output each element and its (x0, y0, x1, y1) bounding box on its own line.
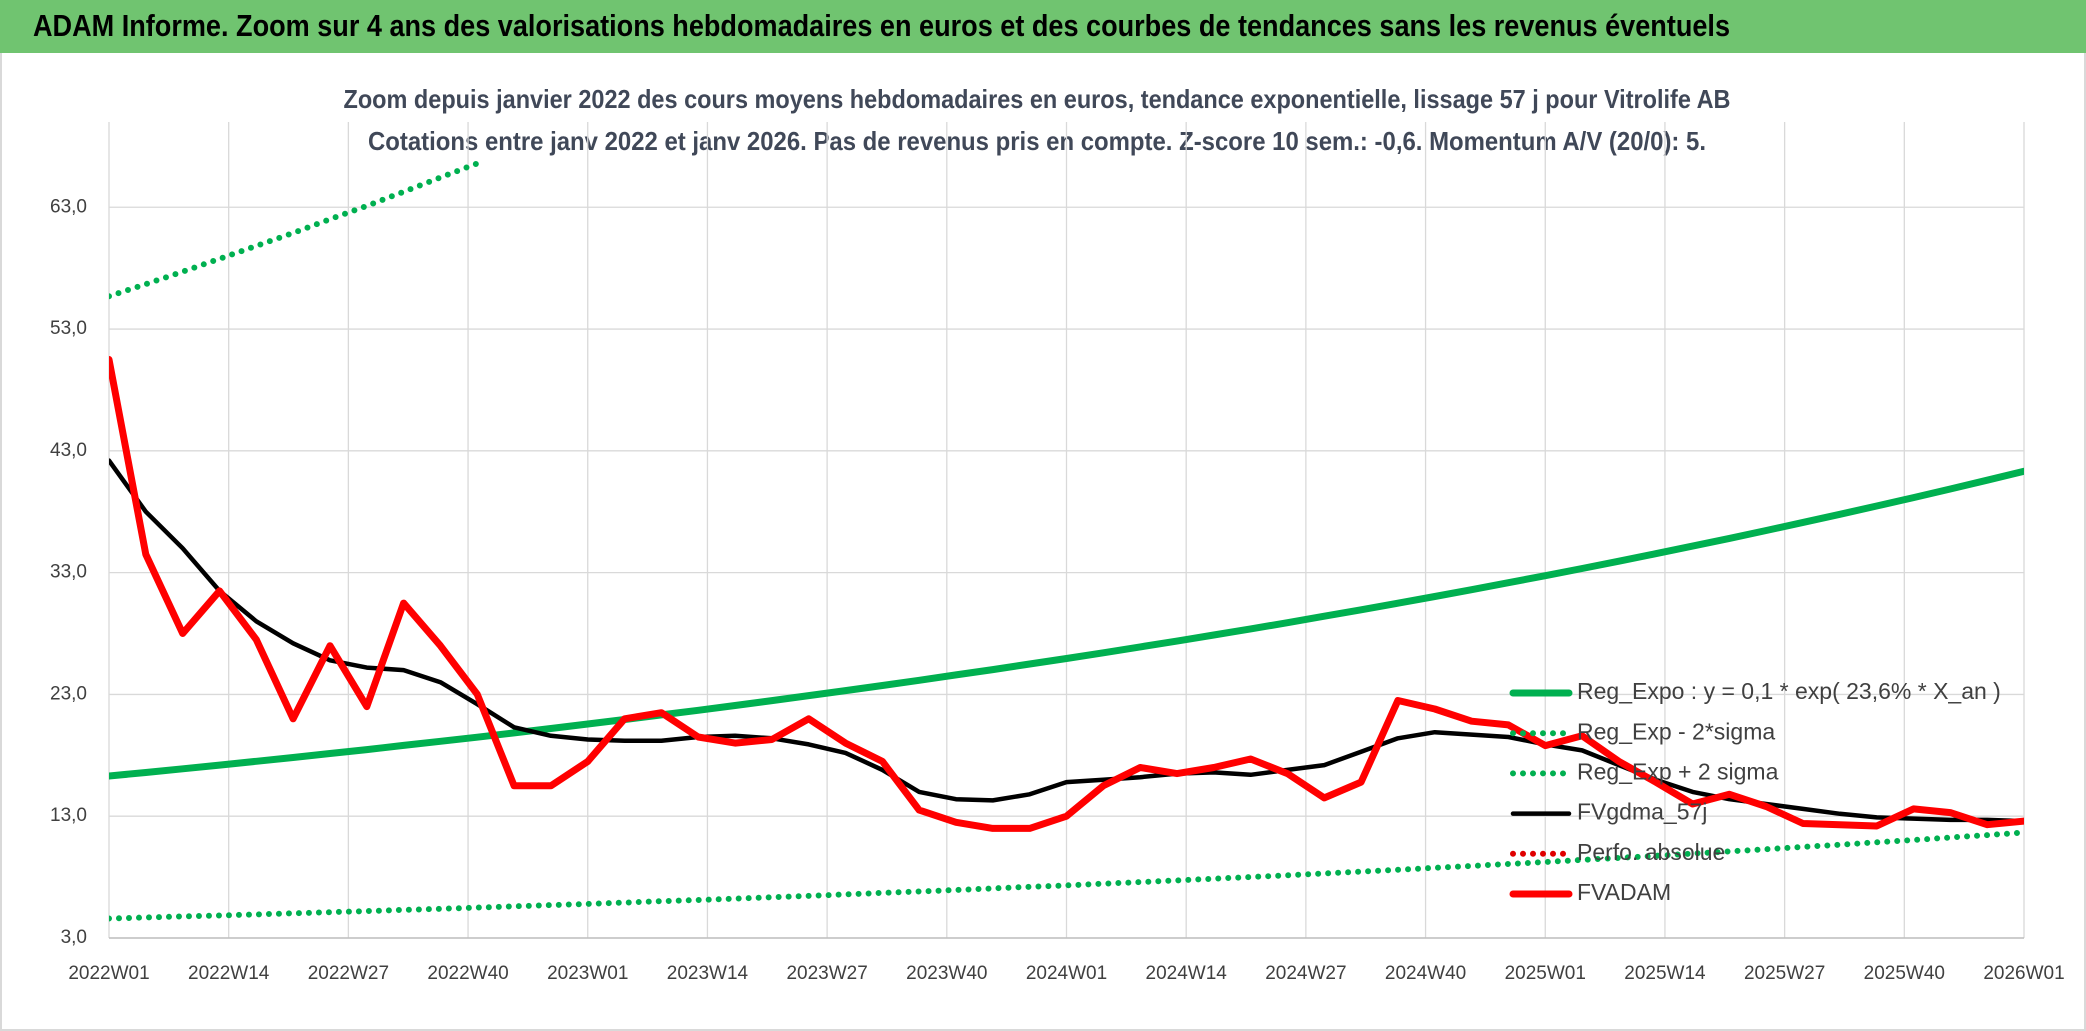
y-tick-label: 33,0 (50, 562, 87, 583)
x-tick-label: 2024W01 (1026, 963, 1107, 984)
chart-subtitle: Cotations entre janv 2022 et janv 2026. … (368, 126, 1706, 156)
legend-label: Perfo. absolue (1577, 839, 1725, 865)
legend-label: Reg_Exp + 2 sigma (1577, 758, 1779, 784)
x-tick-label: 2022W14 (188, 963, 270, 984)
x-tick-label: 2023W01 (547, 963, 628, 984)
x-tick-label: 2022W27 (308, 963, 389, 984)
x-tick-label: 2023W14 (667, 963, 749, 984)
legend-label: FVADAM (1577, 879, 1671, 905)
series-line (109, 829, 2024, 922)
x-tick-label: 2025W01 (1505, 963, 1586, 984)
header-bar (0, 0, 2086, 53)
plot-area (109, 160, 2024, 922)
chart-title: Zoom depuis janvier 2022 des cours moyen… (344, 84, 1731, 114)
y-tick-label: 13,0 (50, 805, 87, 826)
legend-label: Reg_Expo : y = 0,1 * exp( 23,6% * X_an ) (1577, 678, 2001, 704)
x-tick-label: 2025W40 (1864, 963, 1945, 984)
y-tick-label: 3,0 (61, 927, 87, 948)
x-tick-label: 2025W27 (1744, 963, 1825, 984)
y-tick-label: 23,0 (50, 683, 87, 704)
y-tick-label: 43,0 (50, 440, 87, 461)
series-line (109, 458, 2024, 824)
y-tick-label: 63,0 (50, 196, 87, 217)
series-line (109, 356, 2024, 832)
x-tick-label: 2022W01 (68, 963, 149, 984)
x-tick-label: 2023W40 (906, 963, 987, 984)
x-tick-label: 2026W01 (1983, 963, 2064, 984)
x-tick-label: 2022W40 (427, 963, 508, 984)
y-tick-label: 53,0 (50, 318, 87, 339)
legend-label: Reg_Exp - 2*sigma (1577, 718, 1775, 744)
legend-label: FVgdma_57j (1577, 799, 1707, 825)
x-tick-label: 2024W27 (1265, 963, 1346, 984)
x-tick-label: 2023W27 (786, 963, 867, 984)
x-tick-label: 2024W40 (1385, 963, 1466, 984)
x-tick-label: 2025W14 (1624, 963, 1706, 984)
series-line (109, 467, 2024, 780)
x-tick-label: 2024W14 (1146, 963, 1228, 984)
header-title: ADAM Informe. Zoom sur 4 ans des valoris… (33, 8, 1730, 43)
